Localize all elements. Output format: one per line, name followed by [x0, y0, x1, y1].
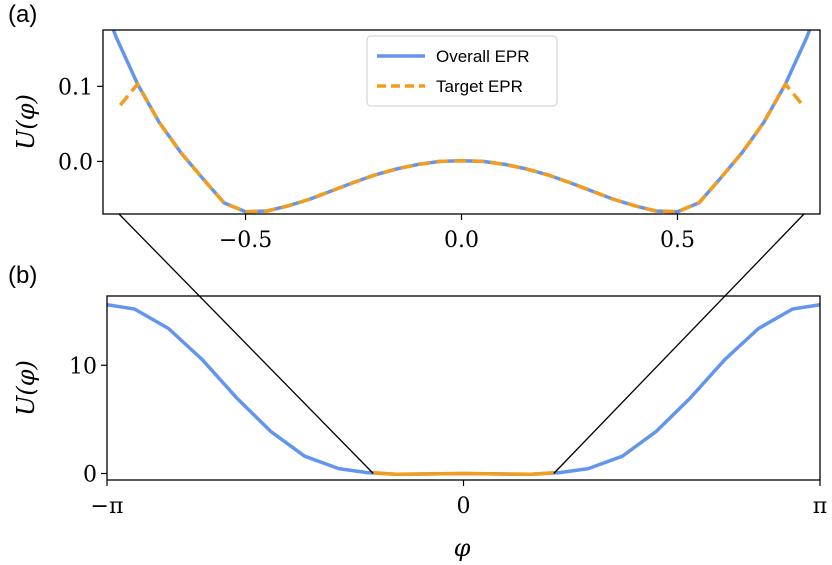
panel-label-b: (b)	[8, 262, 37, 289]
panel-a-series	[111, 30, 812, 214]
panel-b-frame	[106, 295, 821, 481]
x-tick-label-b-1: 0	[457, 494, 471, 519]
series-line-b-1	[372, 470, 555, 476]
series-line-a-0	[111, 30, 812, 214]
y-tick-label-b-0: 0	[83, 463, 97, 488]
panel-b-xlabel: φ	[454, 534, 471, 562]
x-tick-label-a-2: 0.5	[660, 228, 695, 253]
series-line-a-1	[118, 82, 805, 214]
y-tick-label-a-0: 0.0	[58, 150, 93, 175]
panel-b-ticks: −π 0 π 0 10	[69, 354, 827, 519]
panel-a-ylabel: U(φ)	[12, 94, 40, 150]
panel-label-a: (a)	[8, 1, 37, 28]
legend-entry-overall: Overall EPR	[436, 47, 530, 66]
panel-b-ylabel: U(φ)	[12, 360, 40, 416]
y-tick-label-b-1: 10	[69, 354, 97, 379]
legend-entry-target: Target EPR	[436, 77, 523, 96]
panel-b-plot: −π 0 π 0 10 U(φ) φ	[12, 295, 827, 562]
panel-b-series	[107, 302, 820, 476]
zoom-connector-0	[118, 213, 374, 474]
zoom-connectors	[118, 213, 805, 474]
series-line-b-0	[107, 302, 820, 476]
x-tick-label-a-0: −0.5	[219, 228, 272, 253]
x-tick-label-a-1: 0.0	[444, 228, 479, 253]
legend-box	[366, 35, 558, 107]
y-tick-label-a-1: 0.1	[58, 75, 93, 100]
legend: Overall EPR Target EPR	[366, 35, 558, 107]
x-tick-label-b-0: −π	[91, 494, 124, 519]
x-tick-label-b-2: π	[813, 494, 827, 519]
panel-a-plot: −0.5 0.0 0.5 0.0 0.1 U(φ) Overall EPR Target…	[12, 29, 821, 253]
zoom-connector-1	[553, 213, 805, 474]
panel-a-ticks: −0.5 0.0 0.5 0.0 0.1	[58, 75, 695, 253]
